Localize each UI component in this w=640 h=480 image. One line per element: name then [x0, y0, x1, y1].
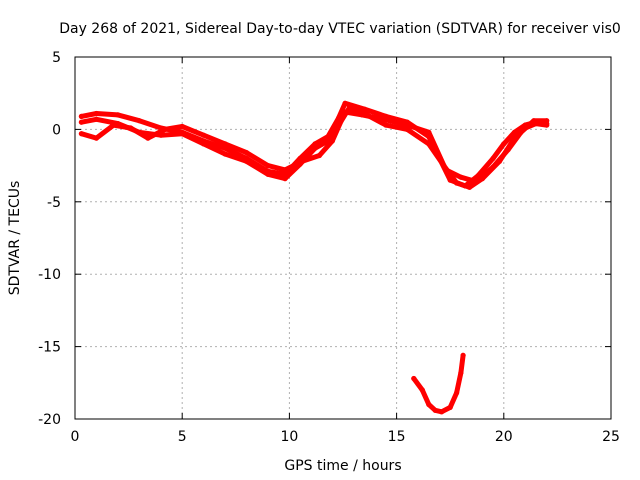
x-tick-label: 25: [602, 429, 620, 445]
data-point: [342, 100, 348, 106]
data-point: [473, 178, 479, 185]
data-point: [78, 119, 84, 125]
y-tick-label: -10: [38, 267, 61, 283]
data-point: [179, 131, 185, 137]
data-point: [359, 112, 365, 118]
data-point: [145, 135, 151, 141]
y-tick-label: -15: [38, 340, 61, 356]
y-axis-label: SDTVAR / TECUs: [7, 181, 23, 296]
x-tick-label: 10: [280, 429, 298, 445]
data-point: [460, 352, 466, 358]
series-layer: [78, 100, 550, 415]
data-point: [342, 109, 348, 115]
data-point: [93, 135, 99, 141]
data-point: [404, 122, 410, 128]
data-point: [222, 151, 228, 157]
data-point: [162, 126, 168, 132]
x-tick-label: 0: [71, 429, 80, 445]
data-point: [544, 118, 550, 124]
data-point: [316, 152, 322, 159]
data-point: [111, 122, 117, 128]
data-point: [518, 129, 524, 135]
data-point: [115, 112, 121, 118]
data-point: [426, 141, 432, 147]
data-point: [222, 141, 228, 147]
data-point: [128, 125, 134, 131]
data-point: [454, 390, 460, 396]
data-point: [419, 387, 425, 393]
data-point: [329, 138, 335, 144]
data-point: [501, 141, 507, 147]
data-point: [383, 122, 389, 128]
axis-ticks: 0 5 10 15 20 25 5 0 -5 -10 -15 -20: [38, 50, 620, 445]
data-point: [201, 132, 207, 138]
data-point: [381, 116, 387, 122]
data-point: [282, 167, 288, 173]
y-tick-label: 5: [52, 50, 61, 66]
plot-frame: [74, 56, 612, 420]
data-point: [426, 401, 432, 408]
data-point: [447, 404, 453, 410]
data-point: [505, 147, 511, 153]
data-point: [93, 110, 99, 117]
y-tick-label: -5: [47, 195, 61, 211]
data-point: [78, 113, 84, 119]
data-point: [458, 174, 464, 180]
data-point: [265, 171, 271, 177]
data-point: [544, 122, 550, 128]
data-point: [458, 370, 464, 376]
data-point: [312, 145, 318, 151]
data-point: [490, 164, 496, 170]
data-point: [243, 158, 250, 164]
data-point: [443, 167, 449, 173]
data-point: [411, 375, 417, 382]
series-line-track-c: [78, 109, 550, 184]
data-point: [265, 163, 271, 169]
data-point: [439, 409, 445, 415]
data-point: [454, 180, 460, 186]
data-point: [426, 129, 432, 135]
chart-title: Day 268 of 2021, Sidereal Day-to-day VTE…: [59, 21, 621, 37]
x-tick-label: 15: [388, 429, 406, 445]
y-tick-label: 0: [52, 122, 61, 138]
data-point: [93, 116, 99, 122]
data-point: [466, 184, 473, 190]
data-point: [490, 155, 496, 161]
data-point: [78, 131, 84, 137]
data-point: [346, 105, 352, 111]
data-point: [201, 141, 207, 147]
x-tick-label: 20: [495, 429, 513, 445]
data-point: [299, 158, 305, 164]
data-point: [179, 123, 185, 130]
series-line-track-d: [411, 352, 466, 415]
data-point: [136, 118, 142, 124]
data-point: [432, 407, 438, 413]
x-axis-label: GPS time / hours: [284, 458, 401, 474]
x-tick-label: 5: [178, 429, 187, 445]
data-point: [282, 176, 288, 182]
y-tick-label: -20: [38, 412, 61, 428]
data-point: [243, 150, 250, 156]
data-point: [531, 118, 537, 124]
